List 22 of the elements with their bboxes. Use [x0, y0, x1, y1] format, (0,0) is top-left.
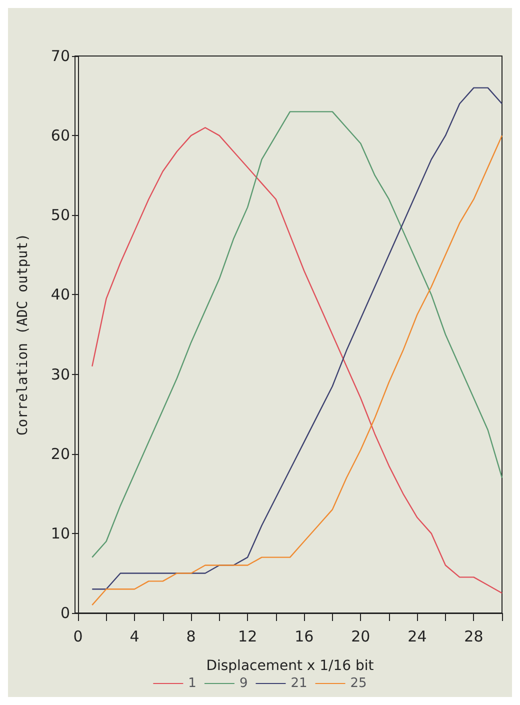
legend-label: 25 [350, 676, 367, 691]
y-tick-label: 30 [50, 365, 70, 384]
x-tick-label: 16 [294, 628, 314, 646]
legend-label: 21 [290, 676, 308, 691]
legend-label: 1 [188, 676, 196, 691]
x-tick-label: 4 [130, 628, 140, 646]
x-tick-label: 8 [186, 628, 196, 646]
y-tick-label: 40 [50, 286, 70, 304]
y-tick-label: 60 [50, 126, 70, 145]
y-tick-label: 10 [50, 524, 70, 542]
x-tick-label: 0 [73, 628, 83, 646]
y-tick-label: 0 [60, 604, 70, 622]
x-tick-label: 12 [238, 628, 258, 646]
y-tick-label: 70 [50, 47, 70, 65]
x-tick-label: 20 [351, 628, 370, 646]
x-tick-label: 28 [464, 628, 484, 646]
y-tick-label: 50 [50, 206, 70, 224]
x-axis-title: Displacement x 1/16 bit [206, 658, 374, 674]
x-tick-label: 24 [408, 628, 427, 646]
legend-label: 9 [239, 676, 248, 691]
y-tick-label: 20 [50, 444, 70, 463]
y-axis-title: Correlation (ADC output) [15, 233, 31, 436]
